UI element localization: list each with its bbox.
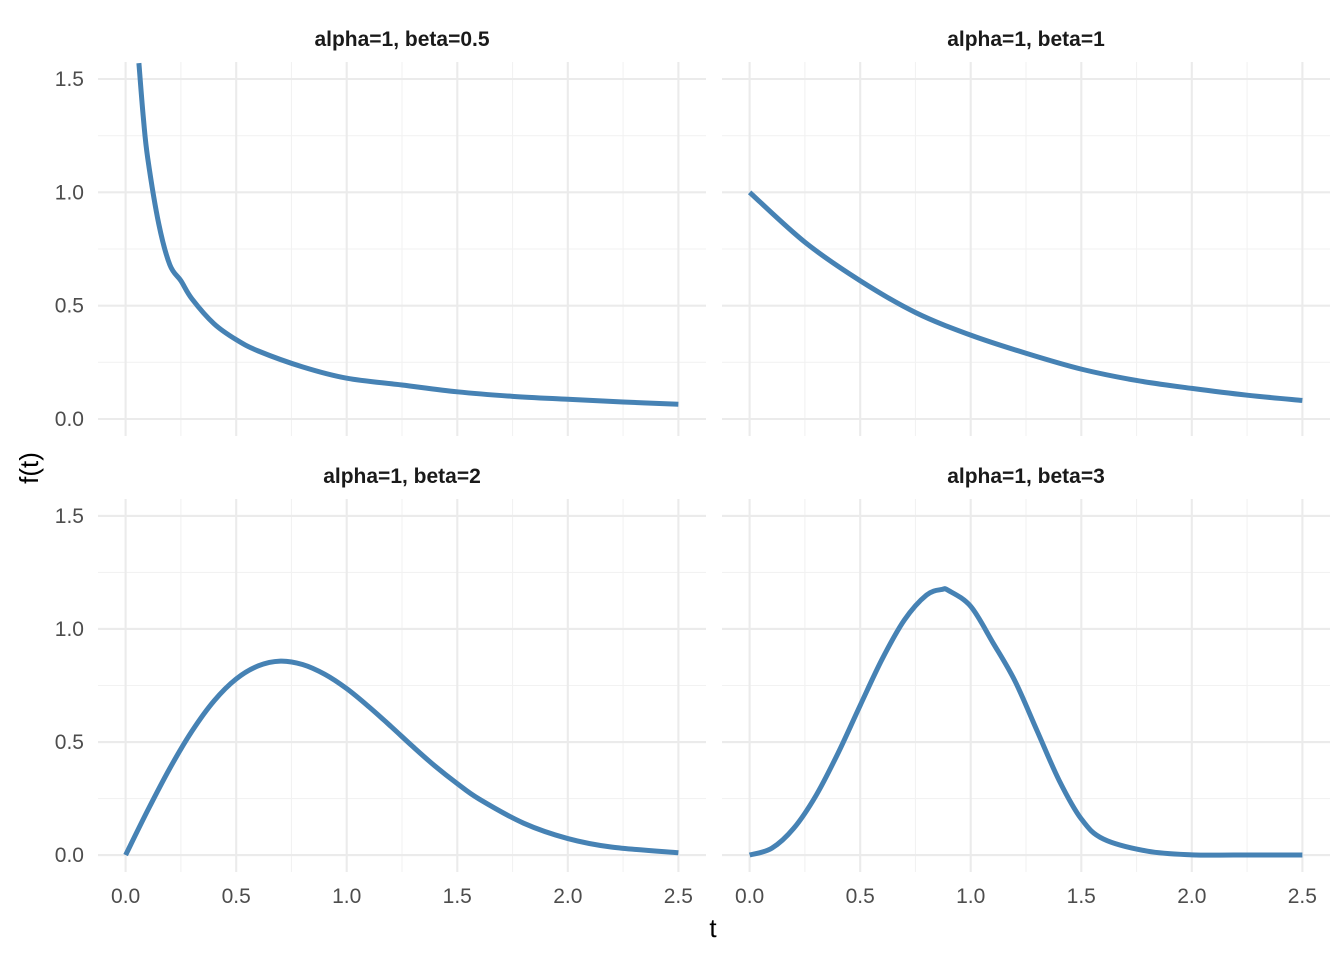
panel-title: alpha=1, beta=3 xyxy=(947,465,1105,488)
density-curve xyxy=(136,62,679,407)
y-axis-title: f(t) xyxy=(14,452,44,484)
panel-title: alpha=1, beta=2 xyxy=(323,465,481,488)
x-tick-label: 0.0 xyxy=(735,885,764,908)
panel-4: alpha=1, beta=3 0.0 0.5 1.0 1.5 2.0 2.5 xyxy=(722,465,1330,908)
x-axis-title: t xyxy=(709,913,717,943)
y-tick-label: 0.5 xyxy=(55,731,84,754)
x-tick-label: 2.0 xyxy=(553,885,582,908)
density-curve xyxy=(748,586,1303,858)
x-tick-label: 0.5 xyxy=(846,885,875,908)
x-tick-label: 1.5 xyxy=(443,885,472,908)
x-tick-label: 0.5 xyxy=(222,885,251,908)
y-tick-label: 1.0 xyxy=(55,181,84,204)
x-tick-label: 1.0 xyxy=(332,885,361,908)
x-tick-label: 1.5 xyxy=(1067,885,1096,908)
x-tick-label: 1.0 xyxy=(956,885,985,908)
density-curve xyxy=(123,658,679,857)
y-tick-label: 1.0 xyxy=(55,618,84,641)
panel-3: alpha=1, beta=2 0.0 0.5 1.0 1.5 0.0 0.5 1.0 1.5 2… xyxy=(55,465,706,908)
y-tick-label: 1.5 xyxy=(55,68,84,91)
y-tick-label: 0.5 xyxy=(55,295,84,318)
x-tick-label: 2.0 xyxy=(1177,885,1206,908)
x-tick-label: 2.5 xyxy=(664,885,693,908)
panel-title: alpha=1, beta=0.5 xyxy=(314,28,489,51)
panel-2: alpha=1, beta=1 xyxy=(722,28,1330,436)
density-curve xyxy=(747,190,1303,403)
y-tick-label: 1.5 xyxy=(55,505,84,528)
panel-title: alpha=1, beta=1 xyxy=(947,28,1105,51)
y-tick-label: 0.0 xyxy=(55,844,84,867)
panel-1: alpha=1, beta=0.5 0.0 0.5 1.0 1.5 xyxy=(55,28,706,436)
x-tick-label: 0.0 xyxy=(111,885,140,908)
x-tick-label: 2.5 xyxy=(1288,885,1317,908)
y-tick-label: 0.0 xyxy=(55,408,84,431)
